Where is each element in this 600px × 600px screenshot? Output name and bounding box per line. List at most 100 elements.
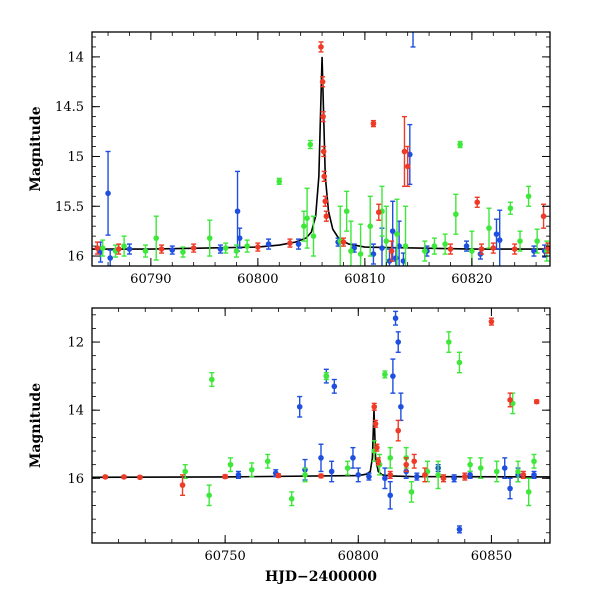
axes-frame — [91, 31, 551, 267]
marker — [447, 246, 454, 252]
marker — [179, 482, 186, 488]
data-point-red — [318, 473, 324, 479]
marker — [414, 473, 420, 480]
top-panel: 60790 60800 60810 60820 14 14.5 15 15.5 16 Magnit… — [28, 31, 551, 287]
data-point-green — [517, 230, 523, 252]
data-point-blue — [410, 32, 416, 48]
data-point-red — [387, 470, 394, 479]
data-point-blue — [456, 525, 463, 534]
x-tick-label: 60800 — [237, 272, 278, 287]
data-point-blue — [398, 392, 404, 422]
data-point-blue — [295, 238, 302, 250]
marker — [525, 193, 532, 200]
data-point-blue — [105, 150, 111, 236]
data-point-red — [395, 419, 402, 442]
data-point-green — [387, 446, 394, 469]
marker — [382, 475, 388, 482]
data-point-red — [370, 119, 377, 128]
data-point-red — [222, 473, 228, 480]
x-tick-label: 60850 — [471, 549, 512, 564]
marker — [234, 208, 241, 215]
marker — [275, 472, 282, 479]
marker — [531, 458, 537, 465]
data-point-green — [509, 392, 516, 415]
data-point-red — [255, 242, 261, 252]
data-point-red — [375, 457, 382, 466]
data-point-green — [206, 484, 212, 507]
marker — [318, 473, 324, 479]
series-red — [102, 317, 540, 497]
marker — [371, 403, 378, 410]
marker — [507, 485, 513, 492]
data-point-blue — [350, 446, 356, 469]
marker — [235, 472, 242, 478]
data-point-blue — [395, 331, 402, 353]
marker — [408, 489, 415, 495]
data-point-green — [233, 244, 240, 258]
marker — [288, 495, 295, 502]
data-point-blue — [531, 470, 537, 479]
data-point-green — [264, 453, 271, 469]
marker — [265, 241, 272, 247]
marker — [507, 397, 513, 403]
axes-frame — [91, 307, 551, 544]
marker — [319, 78, 326, 85]
marker — [217, 246, 224, 252]
marker — [461, 473, 468, 480]
data-point-green — [276, 177, 283, 186]
marker — [222, 473, 228, 480]
marker — [387, 492, 394, 499]
data-point-red — [115, 243, 122, 255]
marker — [227, 461, 234, 468]
marker — [469, 248, 475, 254]
marker — [453, 211, 459, 218]
marker — [493, 468, 500, 475]
marker — [320, 113, 326, 120]
data-point-green — [525, 477, 532, 507]
data-point-red — [401, 115, 408, 188]
marker — [331, 383, 338, 390]
marker — [446, 339, 452, 345]
data-point-red — [179, 474, 186, 497]
marker — [457, 141, 463, 148]
marker — [403, 461, 410, 468]
series-blue — [235, 310, 537, 534]
data-point-red — [478, 243, 485, 255]
data-point-green — [121, 235, 127, 257]
x-tick-label: 60750 — [204, 549, 245, 564]
marker — [515, 468, 521, 475]
marker — [182, 468, 188, 475]
marker — [374, 444, 380, 451]
marker — [488, 318, 495, 325]
marker — [137, 474, 143, 481]
marker — [348, 248, 354, 254]
marker — [534, 238, 540, 244]
data-point-red — [422, 467, 428, 483]
marker — [442, 241, 448, 247]
marker — [318, 44, 324, 50]
data-point-blue — [236, 227, 243, 249]
data-point-red — [372, 419, 379, 428]
marker — [343, 208, 350, 215]
y-tick-label: 15 — [67, 150, 84, 165]
data-point-blue — [400, 252, 407, 266]
data-point-green — [531, 453, 537, 469]
marker — [370, 120, 377, 127]
data-point-red — [404, 145, 411, 188]
data-point-green — [402, 205, 409, 266]
data-point-blue — [463, 240, 470, 252]
marker — [493, 231, 500, 237]
marker — [501, 465, 508, 471]
data-point-red — [388, 240, 395, 262]
y-tick-label: 12 — [67, 336, 84, 351]
data-point-red — [102, 474, 109, 480]
marker — [310, 233, 317, 239]
data-point-red — [287, 238, 293, 248]
y-tick-label: 15.5 — [55, 200, 84, 215]
data-point-green — [244, 239, 250, 253]
data-point-green — [343, 190, 350, 232]
data-point-red — [507, 392, 513, 408]
data-point-blue — [328, 460, 335, 483]
data-point-green — [467, 457, 473, 473]
